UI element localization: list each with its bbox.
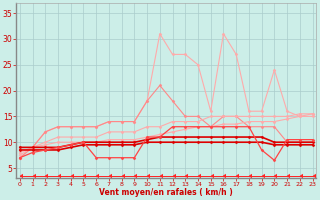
X-axis label: Vent moyen/en rafales ( km/h ): Vent moyen/en rafales ( km/h ): [99, 188, 233, 197]
